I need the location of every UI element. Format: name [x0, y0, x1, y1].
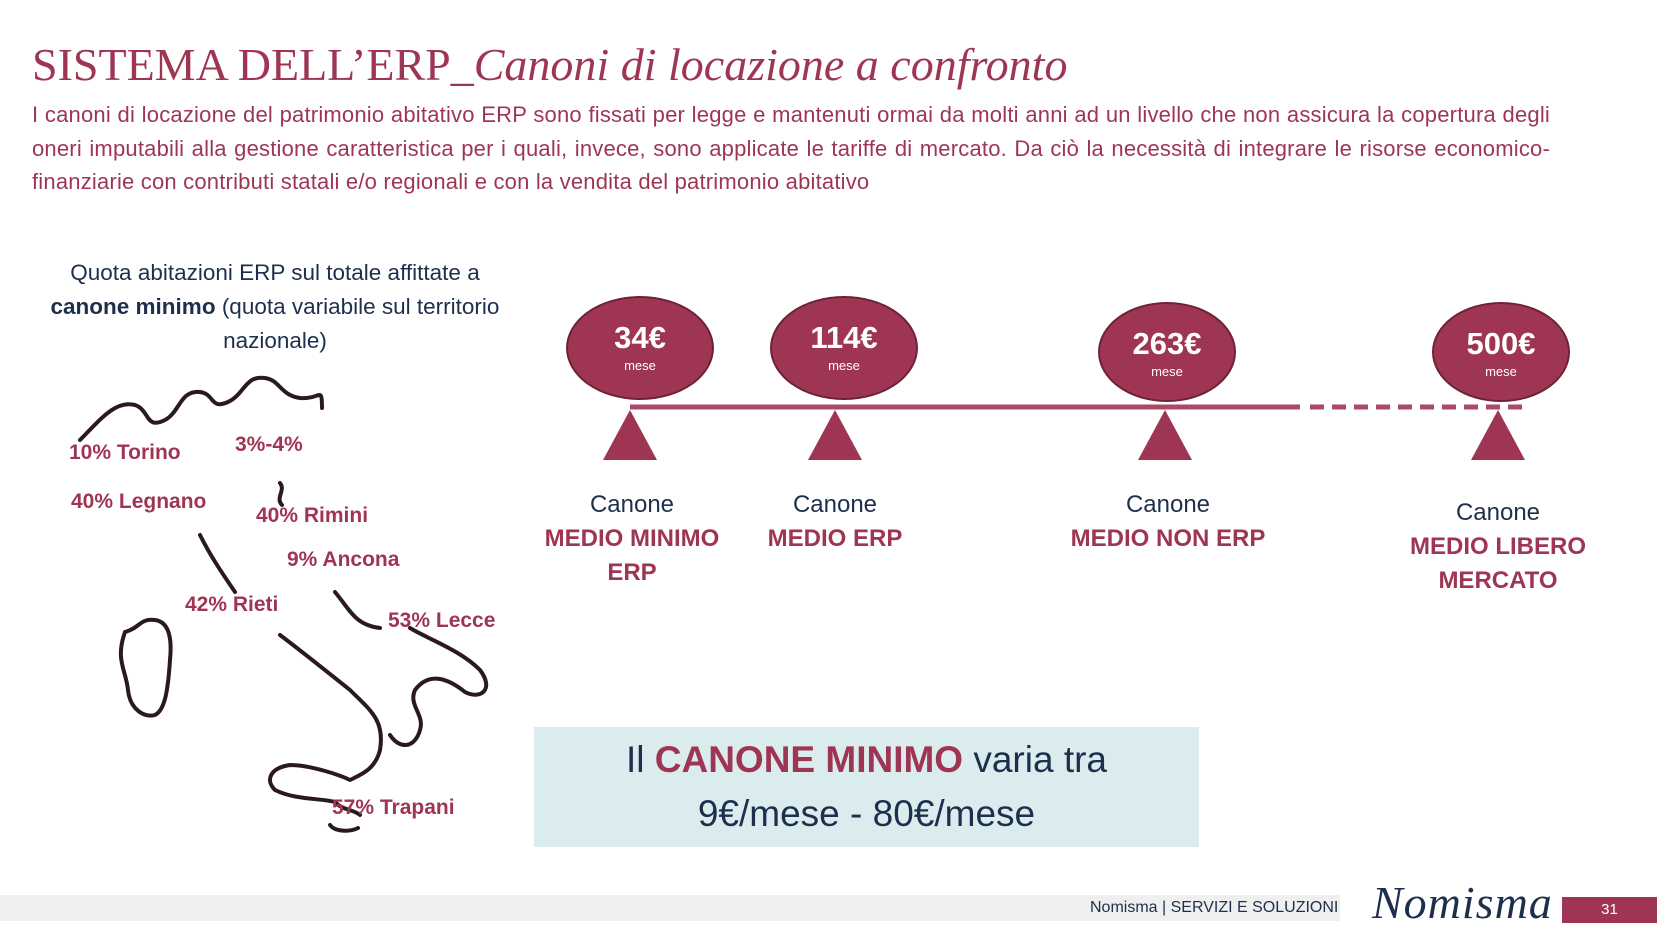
map-coast-adriatic	[277, 481, 284, 507]
city-label-torino: 10% Torino	[69, 441, 181, 464]
price-value: 114€	[810, 320, 878, 355]
city-label-venezia: 3%-4%	[235, 433, 303, 456]
map-sicily-outline	[333, 800, 362, 817]
title-subtitle: Canoni di locazione a confronto	[473, 39, 1068, 90]
label-top: Canone	[792, 491, 878, 518]
map-heel-outline	[388, 626, 489, 747]
page-number: 31	[1562, 897, 1657, 923]
price-unit: mese	[828, 358, 860, 373]
price-bubble-non-erp: 263€ mese	[1098, 302, 1236, 402]
timeline-label-non-erp: Canone MEDIO NON ERP	[1043, 488, 1293, 556]
footer-bar	[0, 895, 1340, 921]
map-sicily-tip	[328, 823, 360, 833]
timeline-marker-4	[1471, 410, 1525, 460]
range-post: varia tra	[963, 739, 1108, 780]
label-top: Canone	[589, 491, 675, 518]
map-caption-post: (quota variabile sul territorio nazional…	[215, 294, 500, 353]
map-coast-west	[198, 533, 237, 594]
label-strong: MEDIO NON ERP	[1070, 525, 1266, 552]
map-alps-outline	[78, 375, 324, 442]
title-main: SISTEMA DELL’ERP_	[32, 39, 474, 90]
italy-map	[78, 375, 489, 833]
range-highlight: CANONE MINIMO	[654, 739, 964, 780]
city-label-rieti: 42% Rieti	[185, 593, 279, 616]
intro-paragraph: I canoni di locazione del patrimonio abi…	[32, 102, 1550, 194]
map-coast-tyrrhenian	[268, 633, 383, 804]
timeline-label-minimo: Canone MEDIO MINIMO ERP	[532, 488, 732, 590]
map-coast-central	[333, 590, 382, 630]
label-strong: MEDIO LIBERO MERCATO	[1409, 533, 1586, 594]
price-bubble-minimo: 34€ mese	[566, 296, 714, 400]
timeline-label-erp: Canone MEDIO ERP	[735, 488, 935, 556]
price-bubble-libero: 500€ mese	[1432, 302, 1570, 402]
map-sardinia-outline	[118, 617, 173, 718]
price-value: 34€	[614, 320, 666, 355]
price-value: 263€	[1132, 326, 1202, 361]
price-value: 500€	[1466, 326, 1536, 361]
city-label-rimini: 40% Rimini	[256, 504, 369, 527]
nomisma-logo: Nomisma	[1372, 877, 1553, 928]
price-unit: mese	[624, 358, 656, 373]
timeline-label-libero: Canone MEDIO LIBERO MERCATO	[1388, 496, 1608, 598]
price-unit: mese	[1151, 364, 1183, 379]
page-title: SISTEMA DELL’ERP_Canoni di locazione a c…	[32, 39, 1068, 91]
timeline-graphic	[603, 404, 1525, 460]
map-caption-bold: canone minimo	[50, 294, 216, 319]
city-label-legnano: 40% Legnano	[71, 490, 207, 513]
price-unit: mese	[1485, 364, 1517, 379]
timeline-marker-3	[1138, 410, 1192, 460]
footer-text: Nomisma | SERVIZI E SOLUZIONI	[1090, 899, 1339, 916]
label-top: Canone	[1455, 499, 1541, 526]
label-strong: MEDIO ERP	[767, 525, 903, 552]
label-top: Canone	[1125, 491, 1211, 518]
price-bubble-erp: 114€ mese	[770, 296, 918, 400]
city-label-trapani: 57% Trapani	[332, 796, 455, 819]
timeline-marker-1	[603, 410, 657, 460]
timeline-marker-2	[808, 410, 862, 460]
label-strong: MEDIO MINIMO ERP	[544, 525, 720, 586]
map-caption: Quota abitazioni ERP sul totale affittat…	[40, 256, 510, 358]
city-label-ancona: 9% Ancona	[287, 548, 400, 571]
range-line-1: Il CANONE MINIMO varia tra	[534, 733, 1199, 787]
city-label-lecce: 53% Lecce	[388, 609, 496, 632]
range-pre: Il	[625, 739, 655, 780]
range-line-2: 9€/mese - 80€/mese	[697, 793, 1036, 834]
canone-minimo-range-box: Il CANONE MINIMO varia tra 9€/mese - 80€…	[534, 727, 1199, 847]
map-caption-pre: Quota abitazioni ERP sul totale affittat…	[70, 260, 480, 285]
